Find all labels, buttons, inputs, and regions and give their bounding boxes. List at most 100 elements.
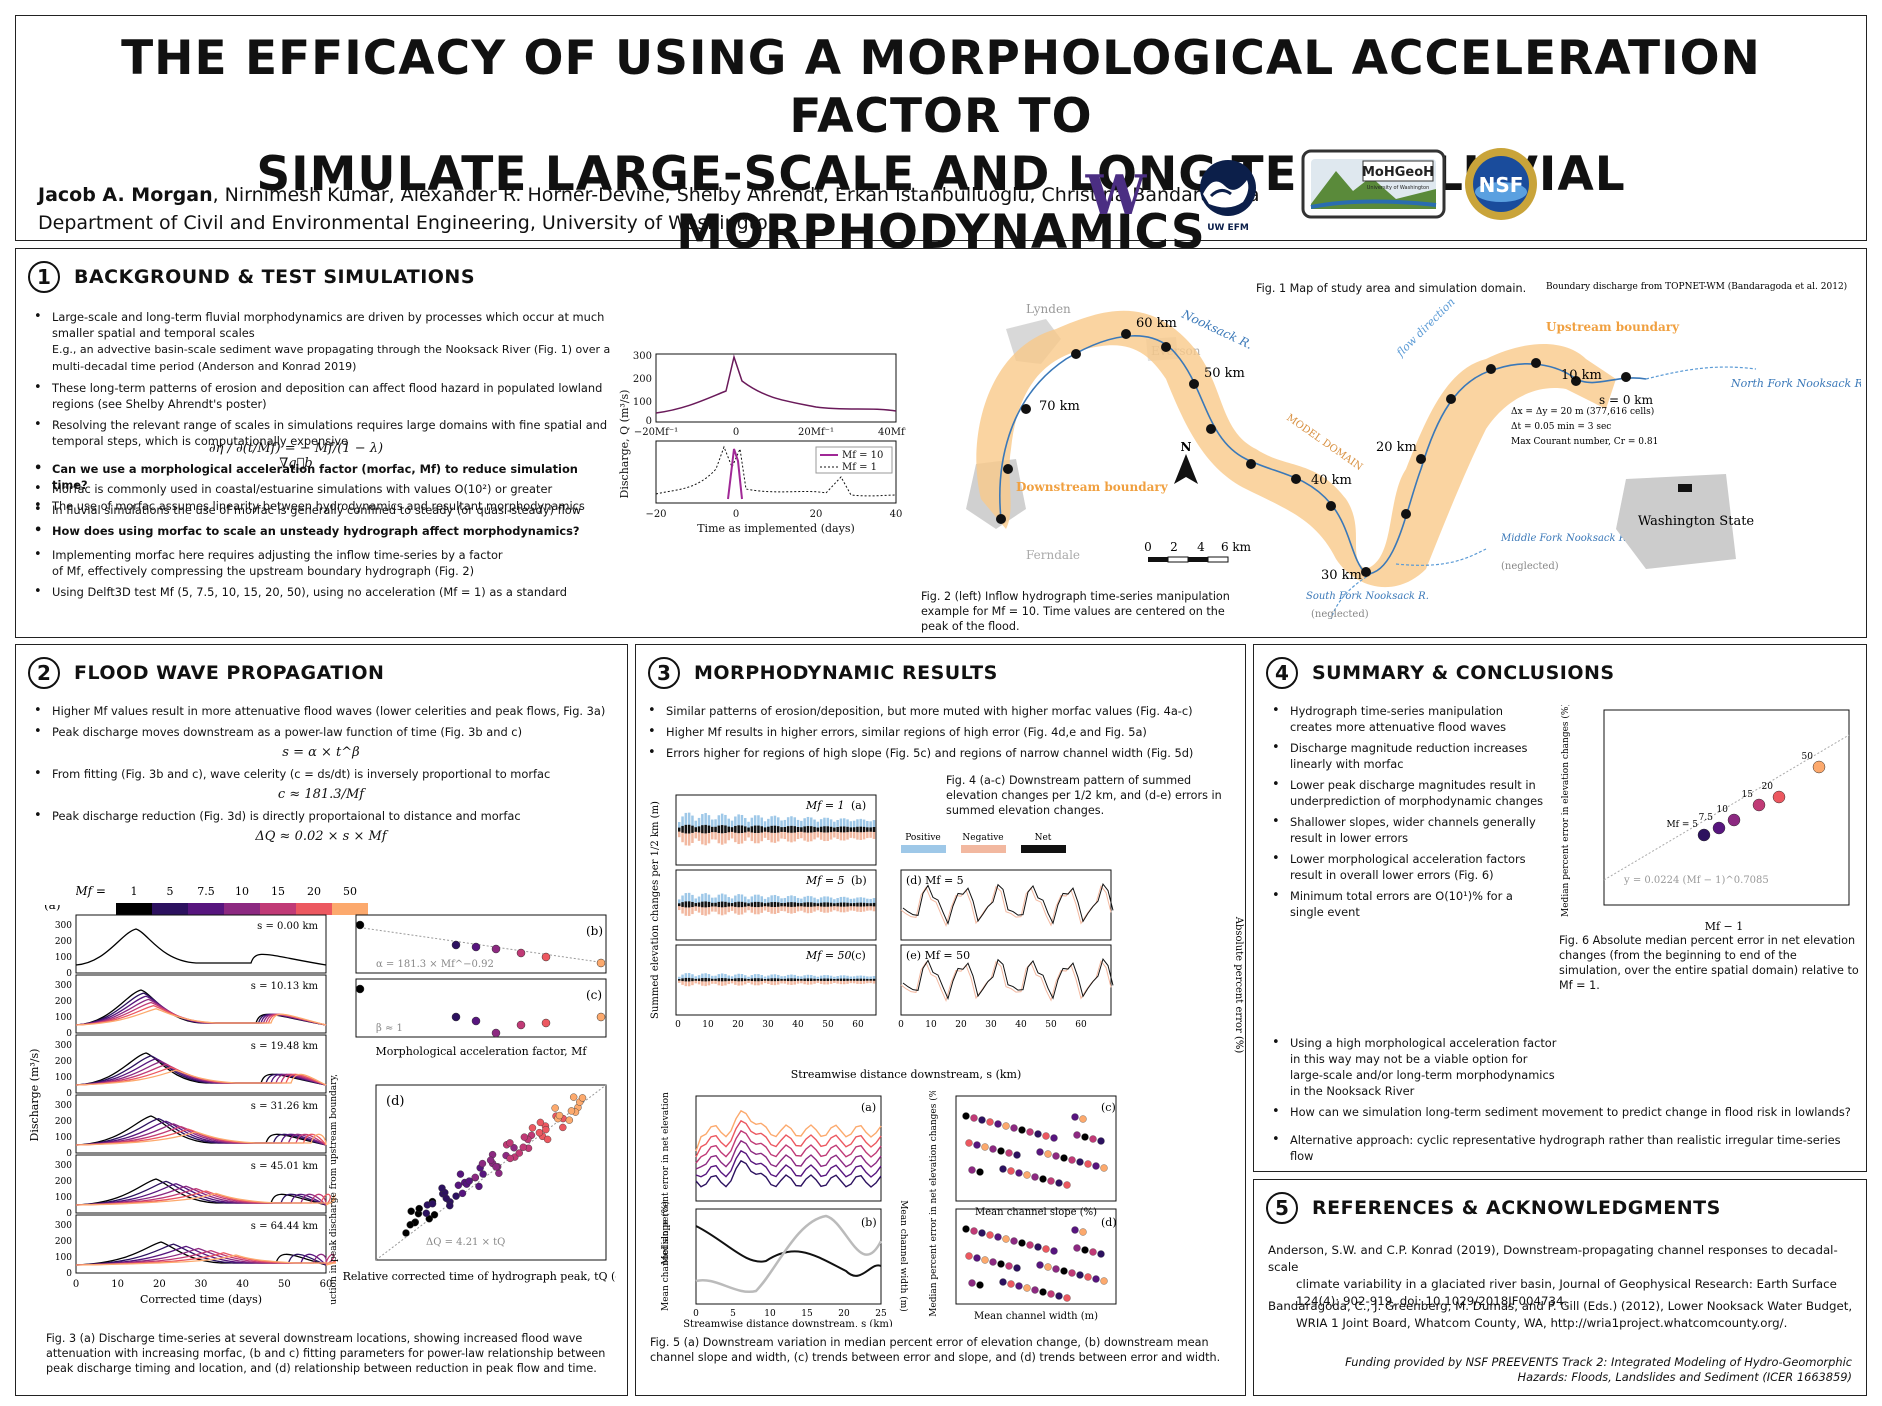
discharge-line [75,1069,327,1086]
negative-bar [681,905,684,914]
svg-text:Δt = 0.05 min = 3 sec: Δt = 0.05 min = 3 sec [1511,422,1611,432]
svg-text:flow direction: flow direction [1393,295,1457,359]
negative-bar [777,905,780,913]
net-bar [737,825,740,834]
summary-item: Lower morphological acceleration factors… [1264,851,1544,883]
fig5-point [1084,1273,1092,1281]
positive-bar [826,896,829,905]
negative-bar [803,905,806,913]
net-bar [701,978,704,982]
fig6-point-label: 7.5 [1699,813,1714,823]
net-bar [760,902,763,907]
net-bar [773,901,777,908]
fig3c-point [451,1012,461,1022]
positive-bar [796,897,800,905]
positive-bar [849,976,853,980]
fig4-legend-label: Positive [905,833,941,843]
positive-bar [800,820,803,830]
legend-swatch [224,903,260,915]
fig5-point [1044,1263,1052,1271]
positive-bar [777,817,780,830]
fig5-point [1100,1277,1108,1285]
negative-bar [786,905,790,914]
fig6-point [1712,821,1726,835]
negative-bar [829,830,833,840]
fig5-point [965,1139,973,1147]
negative-bar [872,830,876,839]
legend-value: 50 [343,885,357,898]
net-bar [819,902,823,907]
net-bar [773,978,777,982]
fig1-study-map: Lynden Everson Ferndale 60 km 50 km 7 [966,281,1861,619]
svg-text:10 km: 10 km [1561,368,1602,383]
legend-value: 5 [167,885,174,898]
positive-bar [684,893,688,905]
positive-bar [701,973,704,980]
net-bar [737,978,740,982]
positive-bar [734,816,737,830]
svg-text:40Mf⁻¹: 40Mf⁻¹ [878,427,906,438]
negative-bar [872,905,876,912]
legend-value: 7.5 [197,885,215,898]
fig3d-point [510,1144,518,1152]
positive-bar [727,818,730,830]
positive-bar [757,815,760,830]
net-bar [714,978,717,981]
negative-bar [737,905,740,915]
fig4-legend-label: Negative [962,833,1003,843]
positive-bar [744,817,747,830]
negative-bar [839,905,843,913]
fig5-point [997,1260,1005,1268]
negative-bar [763,980,767,984]
fig5-point [1036,1148,1044,1156]
negative-bar [846,830,849,840]
fig5-point [976,1168,984,1176]
positive-bar [757,974,760,980]
positive-bar [727,897,730,905]
fig5-point [986,1231,994,1239]
net-bar [777,978,780,982]
net-bar [859,902,862,907]
svg-text:Median percent error in elevat: Median percent error in elevation change… [1560,705,1571,917]
fig5-point [1042,1245,1050,1253]
negative-bar [681,980,684,985]
net-bar [740,978,744,982]
net-bar [770,825,773,833]
positive-bar [737,973,740,980]
svg-text:N: N [1181,440,1192,454]
panel-label: (e) Mf = 50 [906,949,970,962]
fig5-point [1005,1262,1013,1270]
y-tick: 0 [66,1149,72,1159]
fig5-point [1060,1267,1068,1275]
fig5-scatter-panel [955,1208,1117,1305]
net-bar [678,903,681,907]
negative-bar [701,905,704,916]
positive-bar [697,975,701,980]
positive-bar [740,973,744,980]
negative-bar [846,905,849,912]
negative-bar [740,830,744,844]
fig3c-point [596,1012,606,1022]
fig1-caption: Fig. 1 Map of study area and simulation … [1256,282,1527,295]
fig3d-point [406,1221,414,1229]
fig5-point [1005,1149,1013,1157]
author-block: Jacob A. Morgan, Nirnimesh Kumar, Alexan… [38,181,1260,237]
positive-bar [829,975,833,980]
section-references: 5 REFERENCES & ACKNOWLEDGMENTS Anderson,… [1253,1179,1867,1396]
svg-text:Mf = 10: Mf = 10 [842,450,883,461]
positive-bar [823,896,826,905]
fig5-point [978,1116,986,1124]
fig3d-point [569,1093,578,1101]
panel-label: (a) [861,1101,876,1114]
positive-bar [852,820,856,830]
svg-text:Morphological acceleration fac: Morphological acceleration factor, Mf [376,1045,588,1058]
fig5-point [1023,1171,1031,1179]
positive-bar [704,813,707,830]
y-tick: 0 [66,969,72,979]
fig3d-point [479,1170,487,1178]
negative-bar [757,905,760,915]
fig5-point [978,1229,986,1237]
negative-bar [744,980,747,985]
positive-bar [763,976,767,980]
negative-bar [770,905,773,914]
